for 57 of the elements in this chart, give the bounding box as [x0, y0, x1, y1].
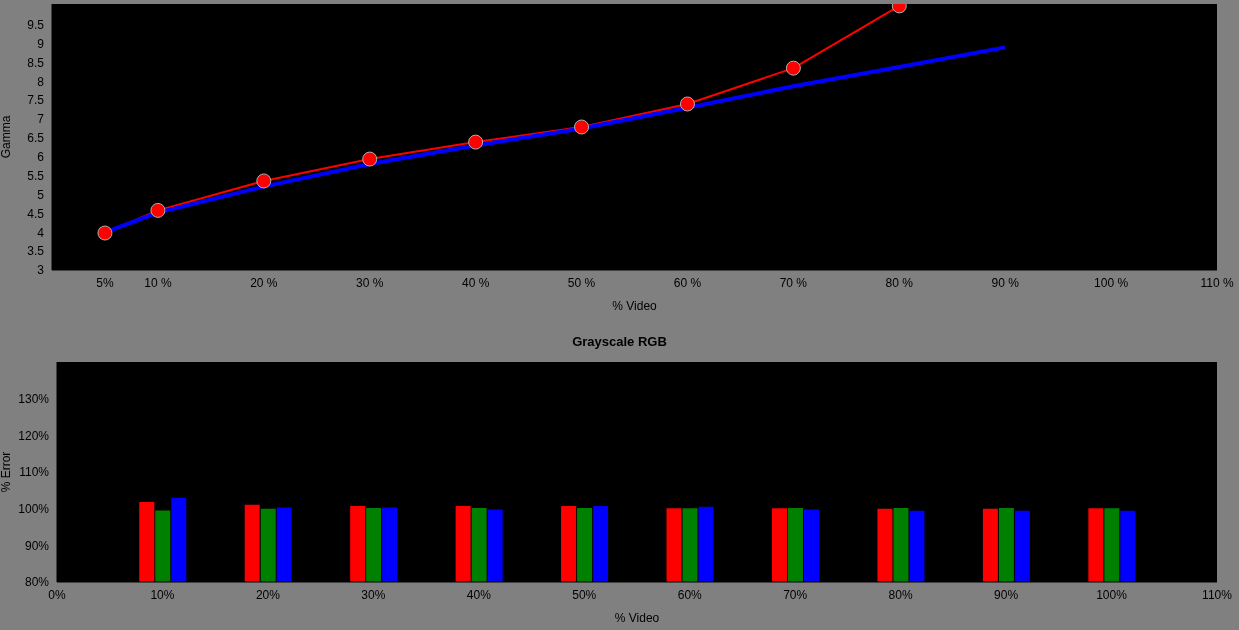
y-tick-label: 130%: [18, 391, 50, 406]
x-tick-label: 10%: [150, 587, 175, 602]
y-axis-title: Gamma: [0, 115, 14, 159]
y-tick-label: 4.5: [27, 206, 45, 221]
x-tick-label: 40 %: [461, 275, 490, 290]
y-tick-label: 3.5: [27, 244, 45, 259]
y-tick-label: 9: [37, 36, 45, 51]
point: [785, 60, 801, 76]
x-tick-label: 100 %: [1094, 275, 1129, 290]
x-axis-title: % Video: [612, 299, 658, 313]
x-tick-label: 110%: [1202, 587, 1233, 602]
point: [150, 202, 166, 218]
x-tick-label: 50%: [572, 587, 597, 602]
x-tick-label: 10 %: [144, 275, 172, 290]
x-tick-label: 30 %: [356, 275, 384, 290]
y-tick-label: 8.5: [27, 55, 45, 70]
y-tick-label: 3: [37, 263, 45, 278]
y-tick-label: 9.5: [27, 18, 45, 33]
point: [362, 151, 378, 167]
x-tick-label: 100%: [1096, 587, 1128, 602]
y-tick-label: 120%: [18, 428, 50, 443]
y-tick-label: 90%: [24, 538, 50, 553]
y-tick-label: 6: [37, 150, 45, 165]
x-tick-label: 80 %: [885, 275, 914, 290]
y-axis-title: % Error: [0, 451, 14, 493]
y-tick-label: 6.5: [27, 131, 45, 146]
point: [97, 225, 113, 241]
y-tick-label: 7.5: [27, 93, 45, 108]
x-tick-label: 40%: [466, 587, 492, 602]
y-tick-label: 80%: [24, 575, 50, 590]
y-tick-label: 8: [37, 74, 45, 89]
x-tick-label: 90 %: [991, 275, 1020, 290]
x-tick-label: 70 %: [779, 275, 808, 290]
x-tick-label: 50 %: [567, 275, 596, 290]
x-tick-label: 5%: [96, 275, 114, 290]
x-tick-label: 0%: [48, 587, 66, 602]
x-tick-label: 80%: [888, 587, 913, 602]
x-tick-label: 60%: [677, 587, 703, 602]
x-tick-label: 30%: [361, 587, 386, 602]
y-tick-label: 5: [37, 187, 45, 202]
x-tick-label: 70%: [783, 587, 808, 602]
point: [574, 119, 590, 135]
x-tick-label: 20%: [255, 587, 281, 602]
x-tick-label: 110 %: [1200, 275, 1234, 290]
x-tick-label: 90%: [994, 587, 1019, 602]
y-tick-label: 100%: [18, 501, 50, 516]
y-tick-label: 5.5: [27, 168, 45, 183]
x-axis-title: % Video: [614, 611, 660, 625]
point: [468, 134, 484, 150]
chart-title: Grayscale RGB: [571, 334, 668, 349]
y-tick-label: 7: [37, 112, 45, 127]
y-tick-label: 4: [37, 225, 45, 240]
x-tick-label: 20 %: [250, 275, 278, 290]
x-tick-label: 60 %: [673, 275, 702, 290]
point: [679, 96, 695, 112]
point: [256, 173, 272, 189]
y-tick-label: 110%: [19, 465, 50, 480]
